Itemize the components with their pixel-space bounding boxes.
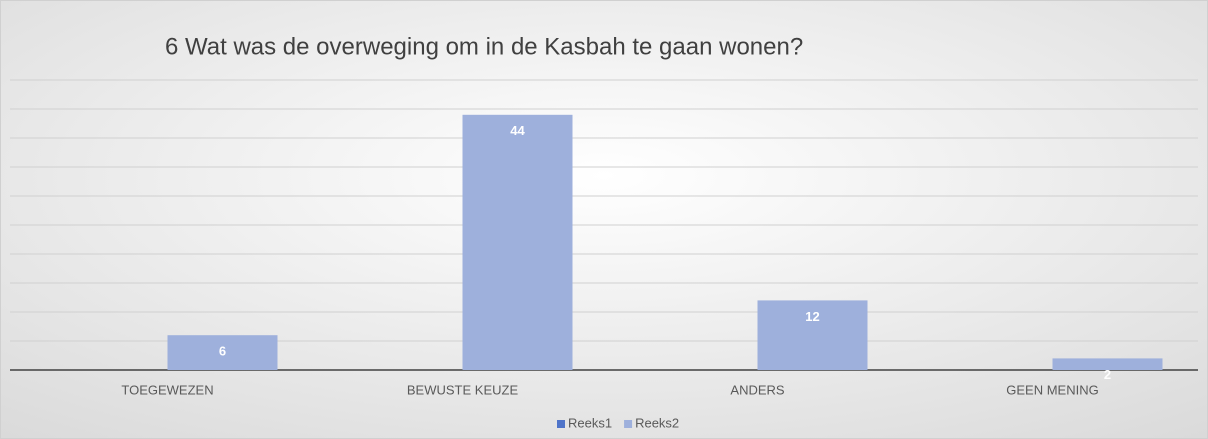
bar <box>462 114 573 370</box>
x-tick-label: TOEGEWEZEN <box>121 382 213 397</box>
bar <box>167 335 278 370</box>
legend-label: Reeks1 <box>568 415 612 430</box>
bar <box>1052 358 1163 370</box>
bar <box>757 300 868 370</box>
legend-swatch <box>557 420 565 428</box>
x-tick-label: BEWUSTE KEUZE <box>407 382 519 397</box>
x-tick-label: ANDERS <box>730 382 785 397</box>
legend-swatch <box>624 420 633 428</box>
legend-label: Reeks2 <box>635 415 679 430</box>
data-label: 2 <box>1104 367 1111 382</box>
data-label: 6 <box>219 344 226 359</box>
chart-title: 6 Wat was de overweging om in de Kasbah … <box>165 33 803 60</box>
x-tick-label: GEEN MENING <box>1006 382 1098 397</box>
data-label: 12 <box>805 309 819 324</box>
data-label: 44 <box>510 123 525 138</box>
